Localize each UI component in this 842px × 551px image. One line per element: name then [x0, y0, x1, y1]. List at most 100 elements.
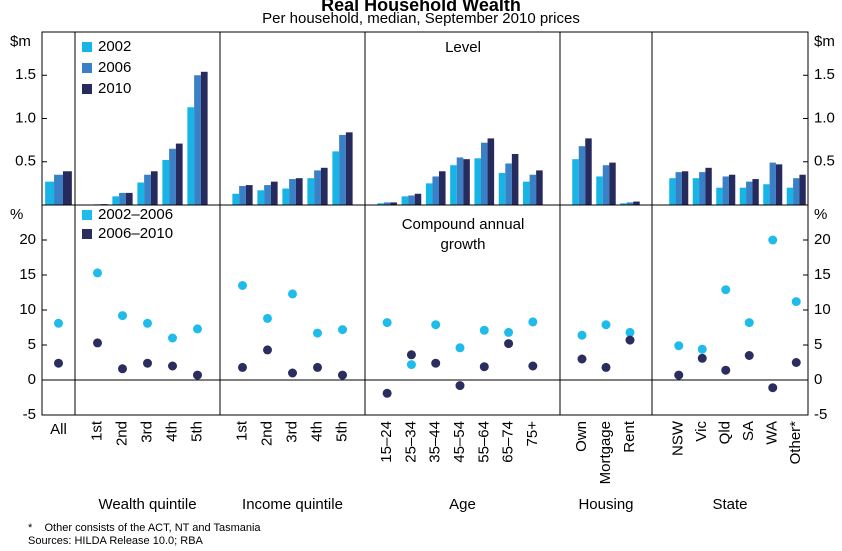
bar: [112, 196, 120, 205]
point: [601, 320, 611, 330]
bar: [137, 182, 145, 205]
chart-title: Real Household Wealth: [321, 0, 521, 15]
bar: [295, 178, 303, 205]
x-tick-label: NSW: [670, 420, 687, 456]
bar: [692, 178, 700, 205]
point: [406, 360, 416, 370]
point: [168, 333, 177, 343]
legend-swatch: [82, 229, 92, 239]
point: [313, 362, 322, 372]
bar: [401, 196, 409, 205]
bar: [609, 162, 616, 205]
point: [721, 365, 731, 375]
legend-label: 2002: [98, 38, 131, 55]
point: [382, 388, 392, 398]
bar: [511, 153, 519, 205]
legend-label: 2010: [98, 80, 131, 97]
bar: [463, 159, 470, 205]
bar: [474, 158, 482, 205]
y-tick-label-right: -5: [814, 406, 827, 423]
x-tick-label: SA: [740, 421, 757, 441]
x-tick-label: 65–74: [500, 421, 517, 463]
point: [791, 297, 801, 307]
point: [697, 344, 707, 354]
bar: [383, 202, 391, 205]
point: [143, 318, 152, 328]
group-label: Age: [449, 496, 476, 513]
bar: [746, 181, 753, 205]
point: [768, 235, 778, 245]
y-tick-label: 0: [28, 371, 36, 388]
x-tick-label: Vic: [693, 421, 710, 442]
x-tick-label: 1st: [233, 420, 250, 441]
bar: [681, 171, 689, 205]
y-tick-label: 15: [19, 266, 36, 283]
bar: [307, 178, 315, 205]
group-label: Housing: [578, 496, 633, 513]
bar: [175, 143, 183, 205]
bar: [54, 174, 63, 205]
y-tick-label: -5: [23, 406, 36, 423]
bar: [414, 193, 422, 205]
point: [263, 345, 272, 355]
x-tick-label: 2nd: [258, 421, 275, 446]
group-label: State: [712, 496, 747, 513]
bar: [314, 170, 321, 205]
y-tick-label: 0.5: [15, 153, 36, 170]
y-tick-label-right: 15: [814, 266, 831, 283]
bar: [144, 174, 151, 205]
x-tick-label: 2nd: [113, 421, 130, 446]
bar: [257, 190, 265, 205]
y-tick-label-right: 10: [814, 301, 831, 318]
chart-subtitle: Per household, median, September 2010 pr…: [262, 10, 580, 27]
x-tick-label: 3rd: [283, 421, 300, 443]
bar: [602, 165, 610, 205]
y-axis-label-right: $m: [814, 33, 835, 50]
bar: [232, 193, 240, 205]
point: [528, 317, 538, 327]
point: [431, 358, 441, 368]
y-axis-label: $m: [10, 33, 31, 50]
y-tick-label: 10: [19, 301, 36, 318]
legend-swatch: [82, 63, 92, 73]
x-tick-label: 1st: [88, 420, 105, 441]
point: [238, 362, 247, 372]
point: [479, 325, 489, 335]
point: [697, 353, 707, 363]
x-tick-label: Own: [573, 421, 590, 452]
point: [288, 289, 297, 299]
bar: [633, 201, 640, 205]
point: [143, 358, 152, 368]
bar: [200, 71, 208, 205]
bar: [769, 162, 776, 205]
x-tick-label: 75+: [524, 421, 541, 447]
bar: [408, 195, 415, 205]
x-tick-label: 3rd: [138, 421, 155, 443]
x-tick-label: WA: [764, 421, 781, 445]
bar: [775, 164, 783, 205]
panel-annotation: Level: [445, 39, 481, 56]
point: [504, 339, 514, 349]
point: [455, 343, 465, 353]
point: [768, 383, 778, 393]
x-tick-label: Rent: [621, 420, 638, 453]
bar: [194, 75, 201, 205]
point: [721, 285, 731, 295]
bar: [487, 138, 495, 205]
x-tick-label: Other*: [787, 421, 804, 465]
x-tick-label: 45–54: [451, 421, 468, 463]
point: [338, 325, 347, 335]
point: [93, 268, 102, 278]
point: [54, 318, 63, 328]
point: [406, 350, 416, 360]
x-tick-label: 4th: [308, 421, 325, 442]
bar: [536, 170, 543, 205]
bar: [505, 163, 512, 205]
y-tick-label: 1.0: [15, 109, 36, 126]
bar: [786, 187, 794, 205]
x-tick-label: 35–44: [427, 421, 444, 463]
point: [577, 354, 587, 364]
y-axis-label: %: [10, 206, 23, 223]
point: [744, 351, 754, 360]
